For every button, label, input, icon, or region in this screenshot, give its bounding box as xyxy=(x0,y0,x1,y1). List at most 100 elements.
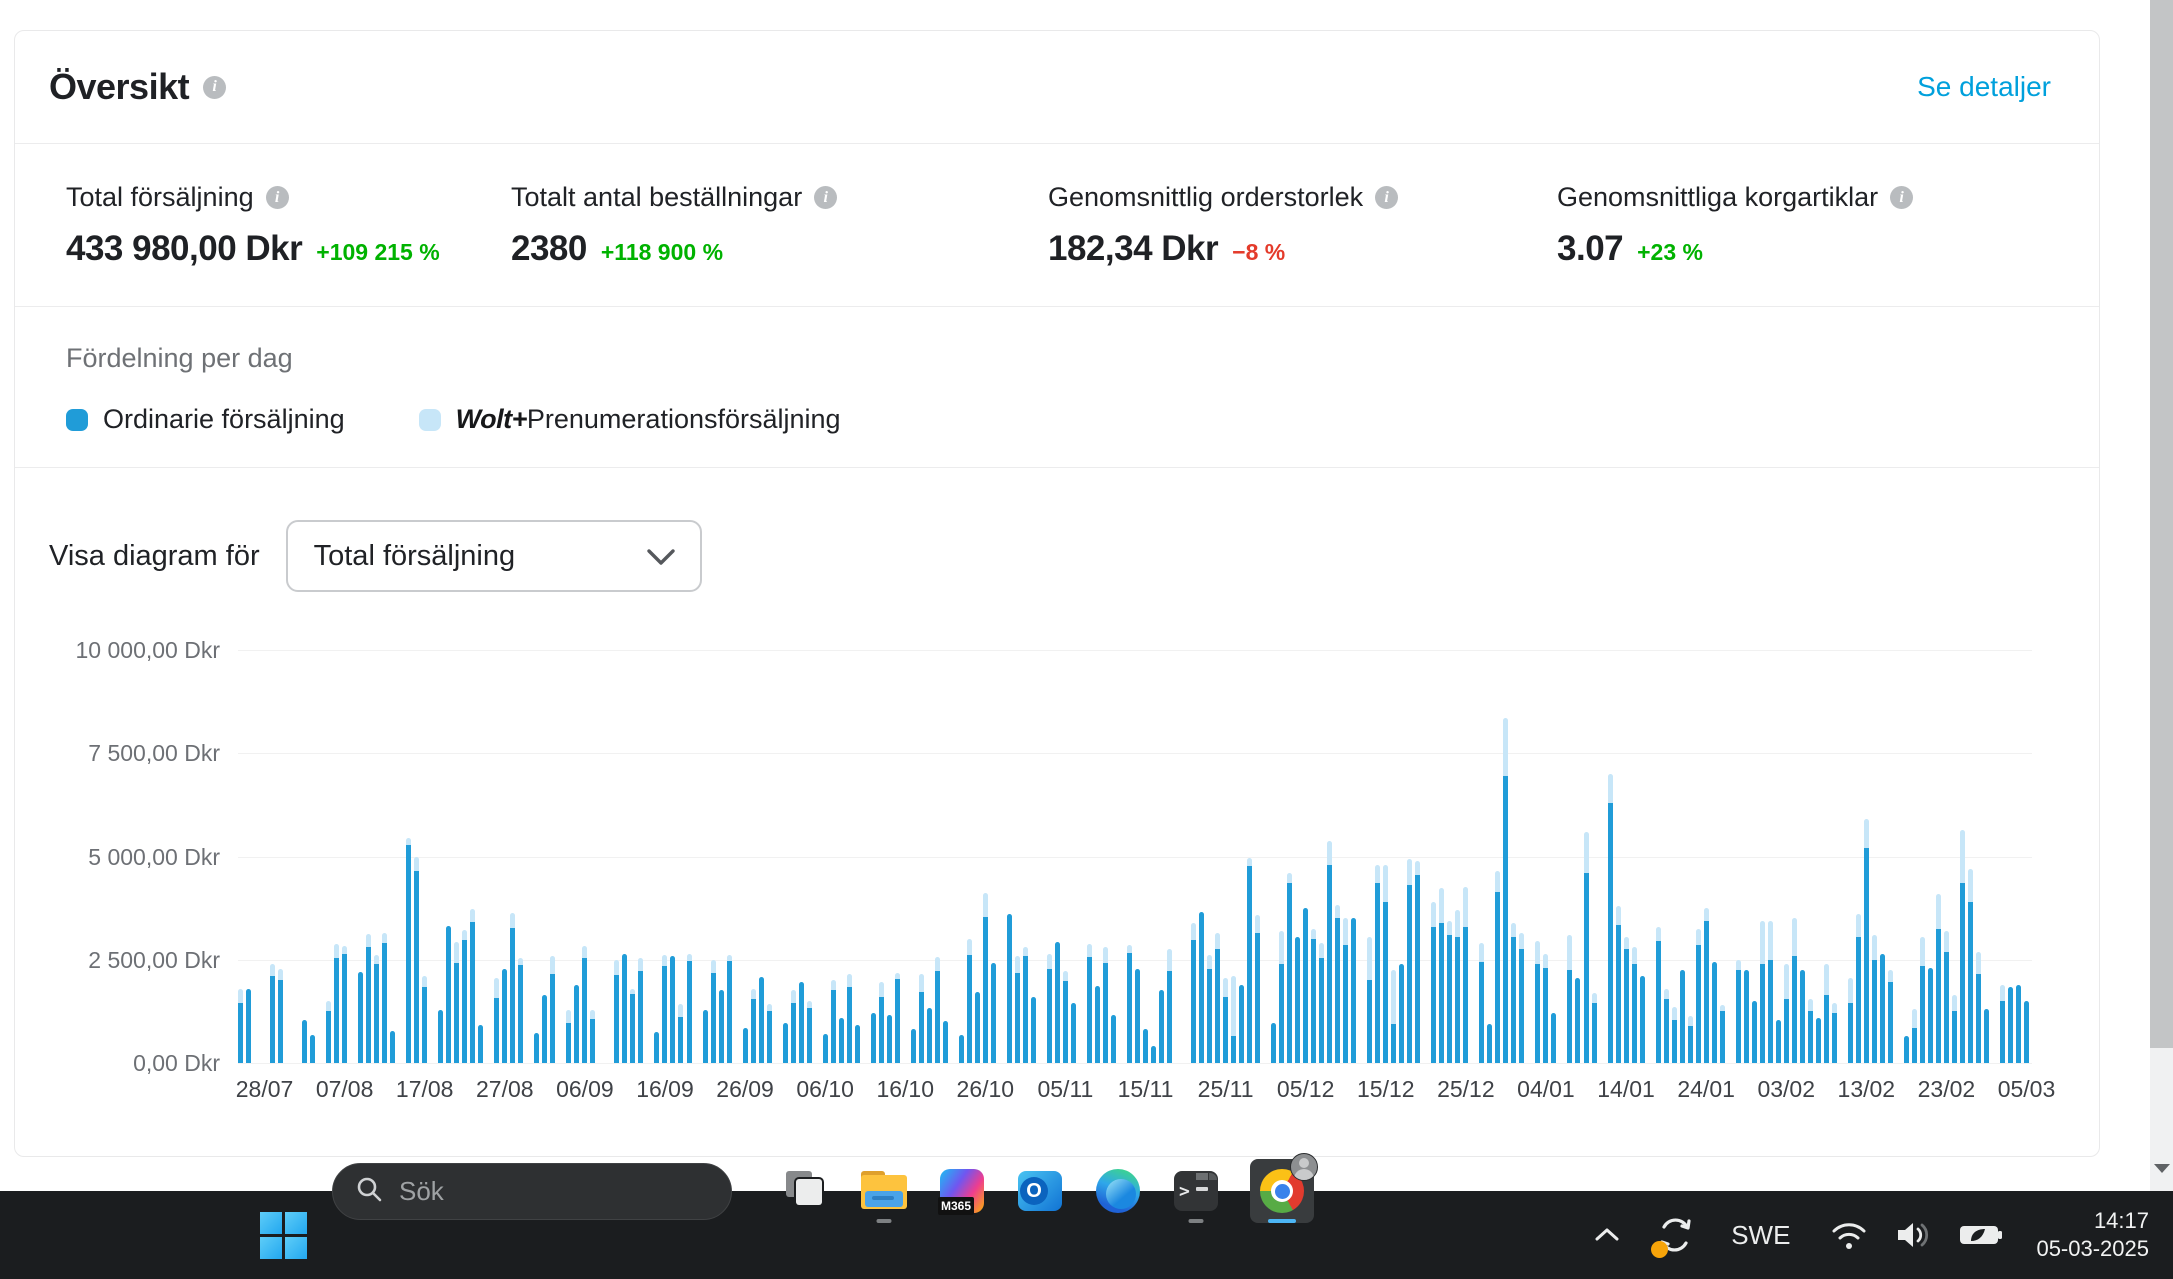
stacked-bar[interactable] xyxy=(750,988,756,1063)
stacked-bar[interactable] xyxy=(662,954,668,1063)
volume-icon[interactable] xyxy=(1894,1218,1932,1252)
taskbar-search-input[interactable]: Sök xyxy=(332,1163,732,1220)
stacked-bar[interactable] xyxy=(1567,934,1573,1063)
stacked-bar[interactable] xyxy=(1575,978,1581,1063)
stacked-bar[interactable] xyxy=(1231,976,1237,1063)
stacked-bar[interactable] xyxy=(390,1030,396,1063)
stacked-bar[interactable] xyxy=(1159,989,1165,1063)
stacked-bar[interactable] xyxy=(718,989,724,1063)
stacked-bar[interactable] xyxy=(1695,928,1701,1063)
stacked-bar[interactable] xyxy=(1735,959,1741,1063)
scrollbar-track[interactable] xyxy=(2150,0,2173,1191)
stacked-bar[interactable] xyxy=(1983,1009,1989,1063)
stacked-bar[interactable] xyxy=(574,984,580,1063)
stacked-bar[interactable] xyxy=(1519,932,1525,1063)
stacked-bar[interactable] xyxy=(1327,840,1333,1063)
stacked-bar[interactable] xyxy=(958,1034,964,1063)
stacked-bar[interactable] xyxy=(1759,920,1765,1063)
stacked-bar[interactable] xyxy=(1383,864,1389,1063)
stacked-bar[interactable] xyxy=(806,1001,812,1063)
stacked-bar[interactable] xyxy=(1287,873,1293,1063)
stacked-bar[interactable] xyxy=(1110,1015,1116,1063)
stacked-bar[interactable] xyxy=(342,946,348,1063)
stacked-bar[interactable] xyxy=(1255,915,1261,1063)
stacked-bar[interactable] xyxy=(1431,901,1437,1063)
stacked-bar[interactable] xyxy=(382,932,388,1063)
stacked-bar[interactable] xyxy=(1719,1005,1725,1063)
stacked-bar[interactable] xyxy=(1223,977,1229,1063)
stacked-bar[interactable] xyxy=(1415,861,1421,1063)
stacked-bar[interactable] xyxy=(1046,954,1052,1063)
stacked-bar[interactable] xyxy=(1767,920,1773,1063)
stacked-bar[interactable] xyxy=(1102,946,1108,1063)
stacked-bar[interactable] xyxy=(854,1025,860,1063)
stacked-bar[interactable] xyxy=(614,959,620,1063)
stacked-bar[interactable] xyxy=(270,963,276,1063)
stacked-bar[interactable] xyxy=(1967,868,1973,1063)
stacked-bar[interactable] xyxy=(886,1015,892,1063)
stacked-bar[interactable] xyxy=(1191,922,1197,1063)
stacked-bar[interactable] xyxy=(1623,937,1629,1063)
stacked-bar[interactable] xyxy=(702,1010,708,1063)
stacked-bar[interactable] xyxy=(2015,984,2021,1063)
stacked-bar[interactable] xyxy=(1135,968,1140,1063)
stacked-bar[interactable] xyxy=(326,1001,332,1063)
stacked-bar[interactable] xyxy=(1455,910,1461,1063)
stacked-bar[interactable] xyxy=(334,944,340,1063)
stacked-bar[interactable] xyxy=(1871,934,1877,1063)
stacked-bar[interactable] xyxy=(1751,1001,1757,1063)
stacked-bar[interactable] xyxy=(1295,936,1301,1063)
stacked-bar[interactable] xyxy=(1639,976,1645,1063)
stacked-bar[interactable] xyxy=(358,972,364,1063)
stacked-bar[interactable] xyxy=(1207,955,1213,1063)
stacked-bar[interactable] xyxy=(1607,773,1613,1063)
stacked-bar[interactable] xyxy=(758,977,764,1063)
stacked-bar[interactable] xyxy=(1279,930,1285,1063)
stacked-bar[interactable] xyxy=(1094,985,1100,1063)
stacked-bar[interactable] xyxy=(1399,963,1405,1063)
stacked-bar[interactable] xyxy=(894,972,900,1063)
stacked-bar[interactable] xyxy=(622,953,628,1063)
stacked-bar[interactable] xyxy=(2023,1001,2029,1063)
stacked-bar[interactable] xyxy=(446,925,452,1063)
terminal-button[interactable]: > xyxy=(1172,1159,1220,1223)
stacked-bar[interactable] xyxy=(310,1034,316,1063)
m365-copilot-button[interactable]: M365 xyxy=(938,1159,986,1223)
stacked-bar[interactable] xyxy=(1447,920,1453,1063)
plot-area[interactable] xyxy=(238,650,2032,1063)
stacked-bar[interactable] xyxy=(462,930,468,1063)
stacked-bar[interactable] xyxy=(686,953,692,1063)
stacked-bar[interactable] xyxy=(710,959,716,1063)
stacked-bar[interactable] xyxy=(1863,819,1869,1063)
scrollbar-thumb[interactable] xyxy=(2150,0,2173,1048)
stacked-bar[interactable] xyxy=(846,974,852,1063)
stacked-bar[interactable] xyxy=(1167,948,1173,1063)
stacked-bar[interactable] xyxy=(1086,944,1092,1063)
stacked-bar[interactable] xyxy=(302,1019,308,1063)
stacked-bar[interactable] xyxy=(1711,961,1717,1063)
stacked-bar[interactable] xyxy=(1975,951,1981,1063)
stacked-bar[interactable] xyxy=(422,976,428,1063)
stacked-bar[interactable] xyxy=(1070,1003,1076,1063)
edge-button[interactable] xyxy=(1094,1159,1142,1223)
stacked-bar[interactable] xyxy=(942,1020,948,1063)
stacked-bar[interactable] xyxy=(878,982,884,1063)
stacked-bar[interactable] xyxy=(1407,858,1413,1063)
info-icon[interactable]: i xyxy=(814,186,838,209)
stacked-bar[interactable] xyxy=(790,989,796,1063)
stacked-bar[interactable] xyxy=(1687,1015,1693,1063)
stacked-bar[interactable] xyxy=(966,939,972,1063)
stacked-bar[interactable] xyxy=(1775,1019,1781,1063)
stacked-bar[interactable] xyxy=(1615,906,1621,1063)
stacked-bar[interactable] xyxy=(366,934,372,1063)
stacked-bar[interactable] xyxy=(1879,953,1885,1063)
stacked-bar[interactable] xyxy=(1815,1017,1821,1063)
task-view-button[interactable] xyxy=(782,1159,830,1223)
chrome-button[interactable] xyxy=(1250,1153,1318,1223)
stacked-bar[interactable] xyxy=(1247,858,1253,1063)
stacked-bar[interactable] xyxy=(1887,970,1893,1063)
stacked-bar[interactable] xyxy=(1743,970,1749,1063)
stacked-bar[interactable] xyxy=(1591,992,1597,1063)
stacked-bar[interactable] xyxy=(1951,994,1957,1063)
stacked-bar[interactable] xyxy=(870,1013,876,1063)
